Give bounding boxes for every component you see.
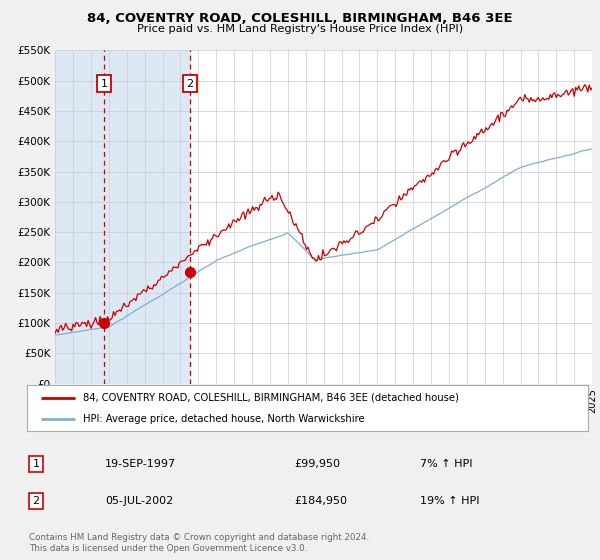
- Text: 84, COVENTRY ROAD, COLESHILL, BIRMINGHAM, B46 3EE (detached house): 84, COVENTRY ROAD, COLESHILL, BIRMINGHAM…: [83, 393, 459, 403]
- Text: £184,950: £184,950: [294, 496, 347, 506]
- Bar: [104, 50, 190, 384]
- Text: Contains HM Land Registry data © Crown copyright and database right 2024.
This d: Contains HM Land Registry data © Crown c…: [29, 533, 369, 553]
- Text: Price paid vs. HM Land Registry's House Price Index (HPI): Price paid vs. HM Land Registry's House …: [137, 24, 463, 34]
- Text: 19-SEP-1997: 19-SEP-1997: [105, 459, 176, 469]
- Text: 2: 2: [186, 79, 193, 88]
- Text: 7% ↑ HPI: 7% ↑ HPI: [420, 459, 473, 469]
- Text: 2: 2: [32, 496, 40, 506]
- Text: 1: 1: [100, 79, 107, 88]
- Text: £99,950: £99,950: [294, 459, 340, 469]
- Text: 84, COVENTRY ROAD, COLESHILL, BIRMINGHAM, B46 3EE: 84, COVENTRY ROAD, COLESHILL, BIRMINGHAM…: [87, 12, 513, 25]
- Text: 1: 1: [32, 459, 40, 469]
- Text: HPI: Average price, detached house, North Warwickshire: HPI: Average price, detached house, Nort…: [83, 414, 365, 424]
- Bar: [55, 50, 104, 384]
- Text: 05-JUL-2002: 05-JUL-2002: [105, 496, 173, 506]
- Text: 19% ↑ HPI: 19% ↑ HPI: [420, 496, 479, 506]
